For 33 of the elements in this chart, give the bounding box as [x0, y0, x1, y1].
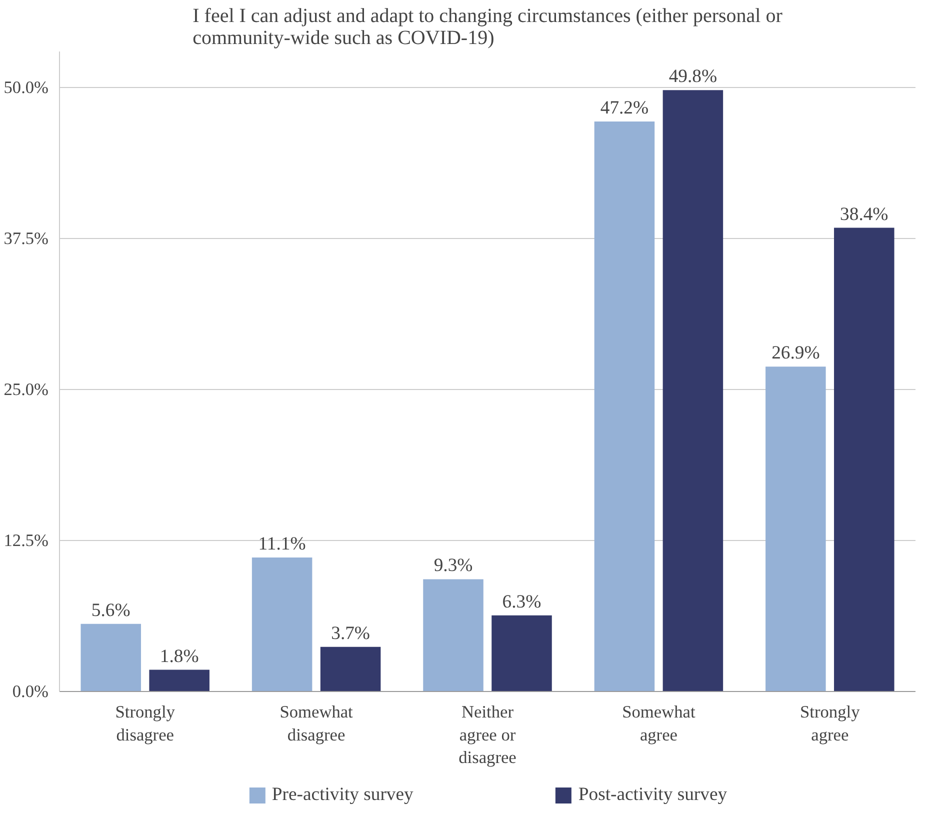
y-tick-label: 0.0% — [12, 682, 49, 701]
bar — [252, 557, 312, 692]
chart-title: I feel I can adjust and adapt to changing circumstances (either personal or community-wide such as COVID-19) — [192, 5, 783, 49]
bar — [423, 579, 484, 692]
bar — [492, 615, 552, 692]
data-label: 49.8% — [668, 66, 718, 88]
bar — [149, 670, 210, 692]
data-label: 3.7% — [331, 622, 370, 644]
data-label: 26.9% — [772, 342, 820, 364]
data-label: 5.6% — [91, 600, 130, 621]
data-label: 1.8% — [160, 646, 199, 667]
x-tick-label: Strongly agree — [800, 702, 860, 744]
bar — [766, 366, 826, 692]
data-label: 47.2% — [600, 98, 649, 119]
x-tick-label: Neither agree or disagree — [458, 702, 517, 768]
bar — [662, 90, 724, 692]
bar — [80, 624, 141, 692]
x-tick-label: Somewhat agree — [622, 702, 696, 744]
bar — [320, 646, 381, 692]
bar — [834, 228, 894, 692]
y-tick-label: 50.0% — [4, 78, 49, 98]
legend-label: Post-activity survey — [578, 784, 728, 806]
x-tick-label: Strongly disagree — [115, 702, 176, 744]
x-tick-label: Somewhat disagree — [280, 702, 354, 744]
y-tick-label: 37.5% — [4, 229, 49, 248]
y-tick-label: 25.0% — [4, 380, 49, 400]
legend-label: Pre-activity survey — [272, 784, 414, 806]
bar — [594, 122, 655, 692]
data-label: 9.3% — [434, 555, 473, 576]
data-label: 11.1% — [258, 533, 306, 554]
data-label: 6.3% — [502, 591, 542, 612]
data-label: 38.4% — [840, 204, 888, 225]
y-tick-label: 12.5% — [4, 531, 49, 550]
